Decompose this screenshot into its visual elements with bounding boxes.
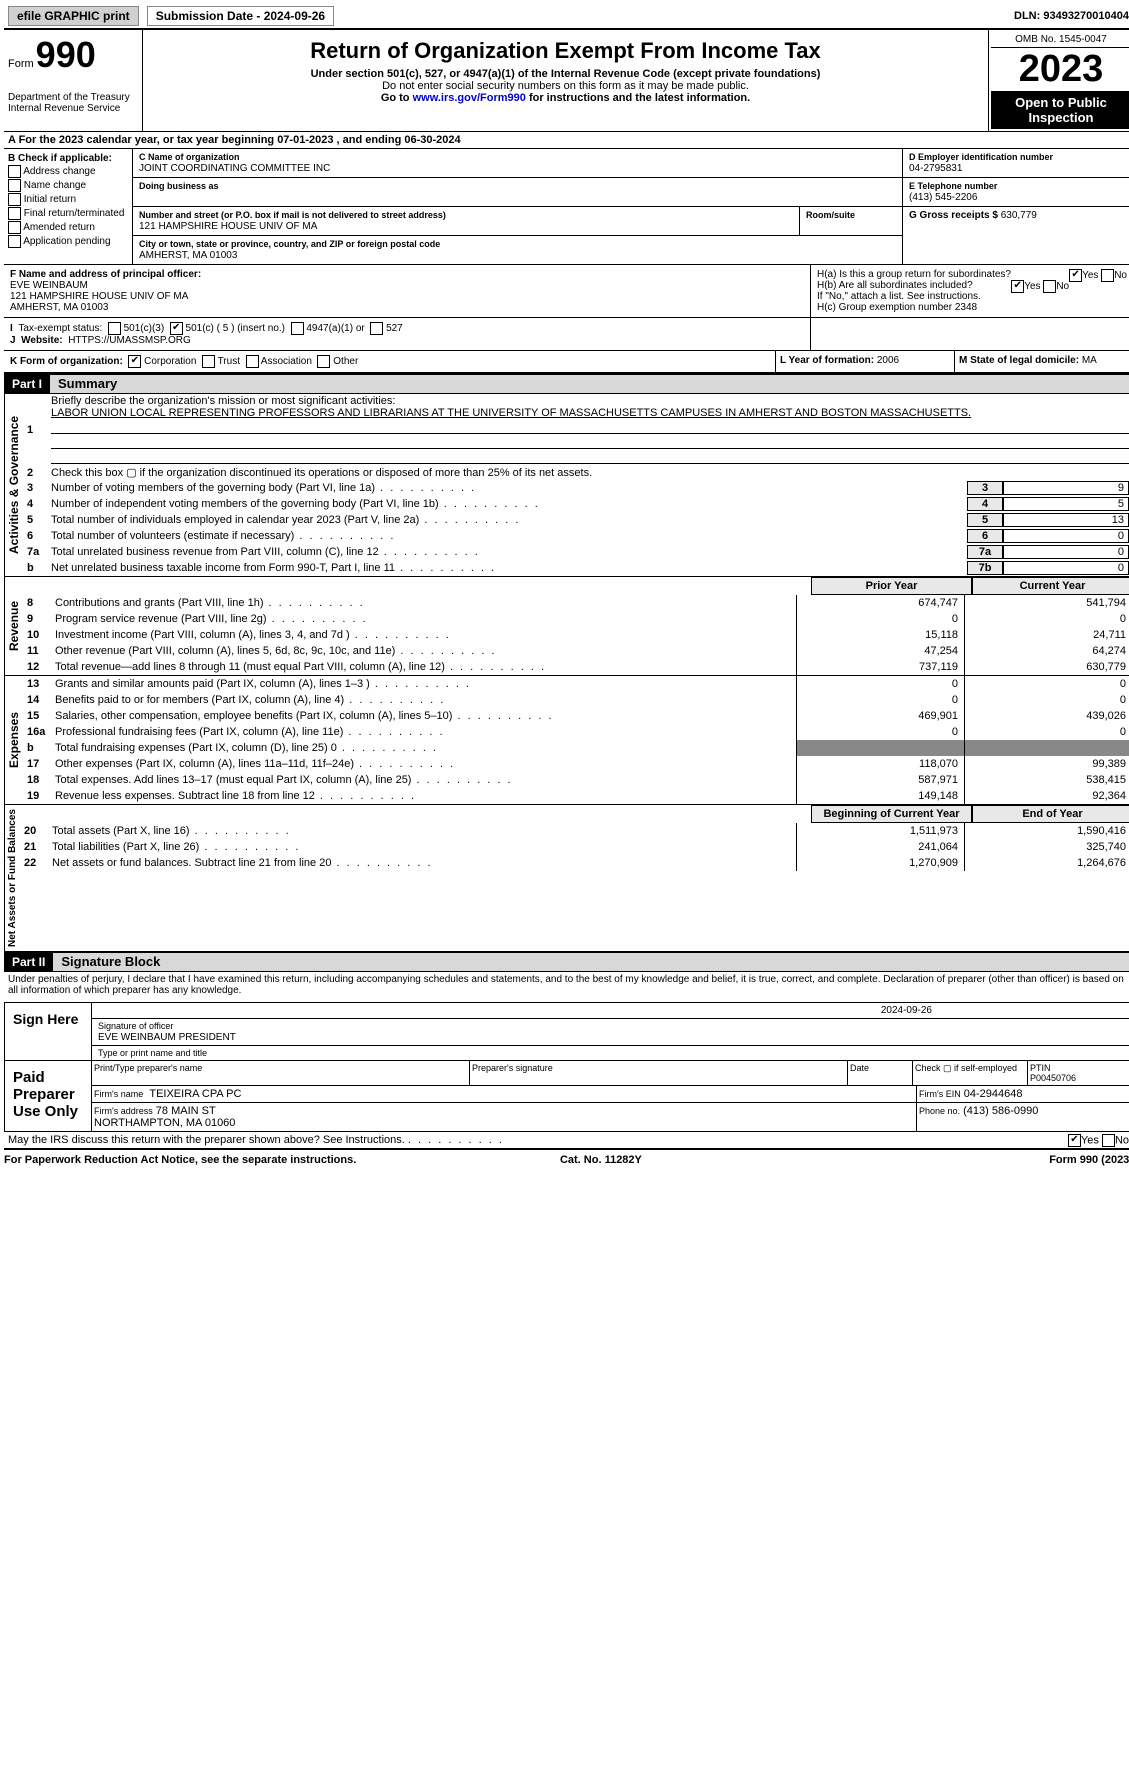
- mission: LABOR UNION LOCAL REPRESENTING PROFESSOR…: [51, 407, 971, 419]
- city: AMHERST, MA 01003: [139, 250, 237, 261]
- street: 121 HAMPSHIRE HOUSE UNIV OF MA: [139, 221, 317, 232]
- form-number: 990: [36, 34, 96, 76]
- part-ii-header: Part II: [4, 953, 53, 971]
- vtab-activities: Activities & Governance: [4, 394, 23, 576]
- ein: 04-2795831: [909, 163, 962, 174]
- officer-name: EVE WEINBAUM: [10, 280, 88, 291]
- firm-phone: (413) 586-0990: [963, 1105, 1038, 1117]
- irs-link[interactable]: www.irs.gov/Form990: [413, 92, 526, 104]
- firm-ein: 04-2944648: [964, 1088, 1023, 1100]
- group-exemption: H(c) Group exemption number 2348: [817, 302, 1127, 313]
- vtab-netassets: Net Assets or Fund Balances: [4, 805, 20, 951]
- paid-preparer-label: Paid Preparer Use Only: [5, 1061, 92, 1131]
- tax-period: A For the 2023 calendar year, or tax yea…: [4, 132, 1129, 149]
- ptin: P00450706: [1030, 1073, 1076, 1083]
- perjury-declaration: Under penalties of perjury, I declare th…: [4, 972, 1129, 998]
- omb-number: OMB No. 1545-0047: [991, 32, 1129, 48]
- part-i-header: Part I: [4, 375, 50, 393]
- org-name: JOINT COORDINATING COMMITTEE INC: [139, 163, 330, 174]
- dln: DLN: 93493270010404: [1014, 10, 1129, 22]
- subtitle-3: Go to www.irs.gov/Form990 for instructio…: [151, 92, 980, 104]
- agency: Department of the Treasury Internal Reve…: [8, 92, 138, 114]
- top-bar: efile GRAPHIC print Submission Date - 20…: [4, 4, 1129, 30]
- footer-right: Form 990 (2023): [1049, 1154, 1129, 1166]
- footer-left: For Paperwork Reduction Act Notice, see …: [4, 1154, 356, 1166]
- subtitle-2: Do not enter social security numbers on …: [151, 80, 980, 92]
- website[interactable]: HTTPS://UMASSMSP.ORG: [68, 335, 191, 346]
- form-header: Form990 Department of the Treasury Inter…: [4, 30, 1129, 132]
- firm-name: TEIXEIRA CPA PC: [149, 1088, 241, 1100]
- form-title: Return of Organization Exempt From Incom…: [151, 38, 980, 64]
- open-to-public: Open to Public Inspection: [991, 91, 1129, 129]
- phone: (413) 545-2206: [909, 192, 977, 203]
- sign-here-label: Sign Here: [5, 1003, 92, 1060]
- box-b: B Check if applicable: Address change Na…: [4, 149, 133, 264]
- efile-button[interactable]: efile GRAPHIC print: [8, 6, 139, 26]
- identity-grid: B Check if applicable: Address change Na…: [4, 149, 1129, 265]
- form-word: Form: [8, 58, 34, 70]
- subtitle-1: Under section 501(c), 527, or 4947(a)(1)…: [151, 68, 980, 80]
- officer-signature: EVE WEINBAUM PRESIDENT: [98, 1032, 236, 1043]
- vtab-revenue: Revenue: [4, 577, 23, 675]
- footer-mid: Cat. No. 11282Y: [560, 1154, 642, 1166]
- submission-date: Submission Date - 2024-09-26: [147, 6, 334, 26]
- gross-receipts: 630,779: [1001, 210, 1037, 221]
- tax-year: 2023: [991, 48, 1129, 91]
- vtab-expenses: Expenses: [4, 676, 23, 804]
